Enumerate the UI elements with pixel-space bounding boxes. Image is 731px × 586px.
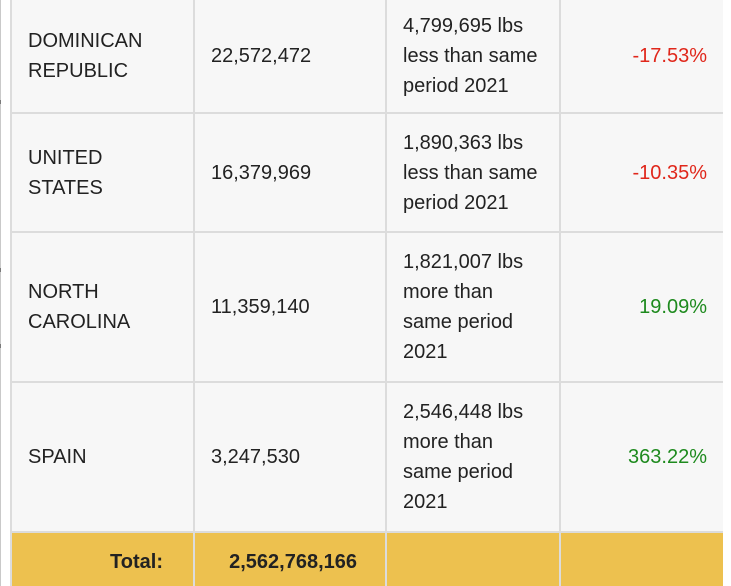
total-label: Total: [10, 531, 195, 586]
row-amount-cell: 11,359,140 [193, 231, 387, 383]
row-change-cell: 4,799,695 lbs less than same period 2021 [385, 0, 561, 114]
table-row: DOMINICAN REPUBLIC 22,572,472 4,799,695 … [10, 0, 725, 114]
row-percent-cell: 363.22% [559, 381, 725, 533]
row-percent-cell: -10.35% [559, 112, 725, 233]
table-row: NORTH CAROLINA 11,359,140 1,821,007 lbs … [10, 231, 725, 383]
total-row: Total: 2,562,768,166 [10, 531, 725, 586]
imports-table-container: DOMINICAN REPUBLIC 22,572,472 4,799,695 … [10, 0, 725, 586]
row-change-cell: 2,546,448 lbs more than same period 2021 [385, 381, 561, 533]
row-amount-cell: 3,247,530 [193, 381, 387, 533]
row-amount-cell: 16,379,969 [193, 112, 387, 233]
left-edge-tick [0, 100, 1, 104]
imports-table: DOMINICAN REPUBLIC 22,572,472 4,799,695 … [10, 0, 725, 586]
row-name-cell: DOMINICAN REPUBLIC [10, 0, 195, 114]
row-change-cell: 1,821,007 lbs more than same period 2021 [385, 231, 561, 383]
table-row: UNITED STATES 16,379,969 1,890,363 lbs l… [10, 112, 725, 233]
row-name-cell: NORTH CAROLINA [10, 231, 195, 383]
total-empty-cell [385, 531, 561, 586]
left-edge-rule [0, 0, 1, 586]
row-percent-cell: 19.09% [559, 231, 725, 383]
table-row: SPAIN 3,247,530 2,546,448 lbs more than … [10, 381, 725, 533]
total-empty-cell [559, 531, 725, 586]
total-value: 2,562,768,166 [193, 531, 387, 586]
row-amount-cell: 22,572,472 [193, 0, 387, 114]
row-percent-cell: -17.53% [559, 0, 725, 114]
left-edge-tick [0, 268, 1, 272]
row-change-cell: 1,890,363 lbs less than same period 2021 [385, 112, 561, 233]
left-edge-tick [0, 344, 1, 348]
right-margin [723, 0, 731, 586]
row-name-cell: UNITED STATES [10, 112, 195, 233]
row-name-cell: SPAIN [10, 381, 195, 533]
